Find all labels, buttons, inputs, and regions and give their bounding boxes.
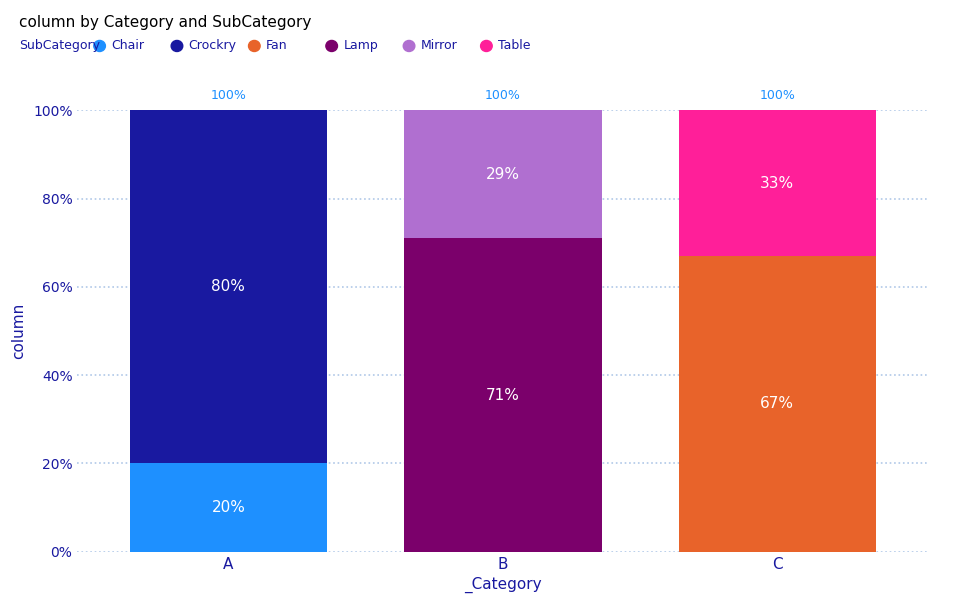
X-axis label: _Category: _Category bbox=[464, 577, 542, 593]
Bar bbox=[404, 238, 601, 552]
Bar bbox=[130, 463, 327, 552]
Text: 29%: 29% bbox=[485, 167, 520, 182]
Bar bbox=[679, 110, 876, 256]
Text: 33%: 33% bbox=[760, 176, 795, 191]
Text: 100%: 100% bbox=[211, 89, 247, 102]
Text: Lamp: Lamp bbox=[343, 39, 378, 53]
Text: 100%: 100% bbox=[759, 89, 795, 102]
Text: Table: Table bbox=[498, 39, 531, 53]
Text: Mirror: Mirror bbox=[421, 39, 457, 53]
Text: 100%: 100% bbox=[484, 89, 521, 102]
Text: 20%: 20% bbox=[212, 500, 246, 515]
Bar bbox=[130, 110, 327, 463]
Text: 71%: 71% bbox=[485, 387, 520, 403]
Text: Chair: Chair bbox=[111, 39, 144, 53]
Text: SubCategory: SubCategory bbox=[19, 39, 101, 53]
Text: 67%: 67% bbox=[760, 397, 794, 411]
Bar bbox=[679, 256, 876, 552]
Text: Fan: Fan bbox=[266, 39, 287, 53]
Text: Crockry: Crockry bbox=[189, 39, 237, 53]
Text: 80%: 80% bbox=[212, 280, 246, 294]
Bar bbox=[404, 110, 601, 238]
Y-axis label: column: column bbox=[11, 303, 26, 359]
Text: column by Category and SubCategory: column by Category and SubCategory bbox=[19, 15, 311, 30]
